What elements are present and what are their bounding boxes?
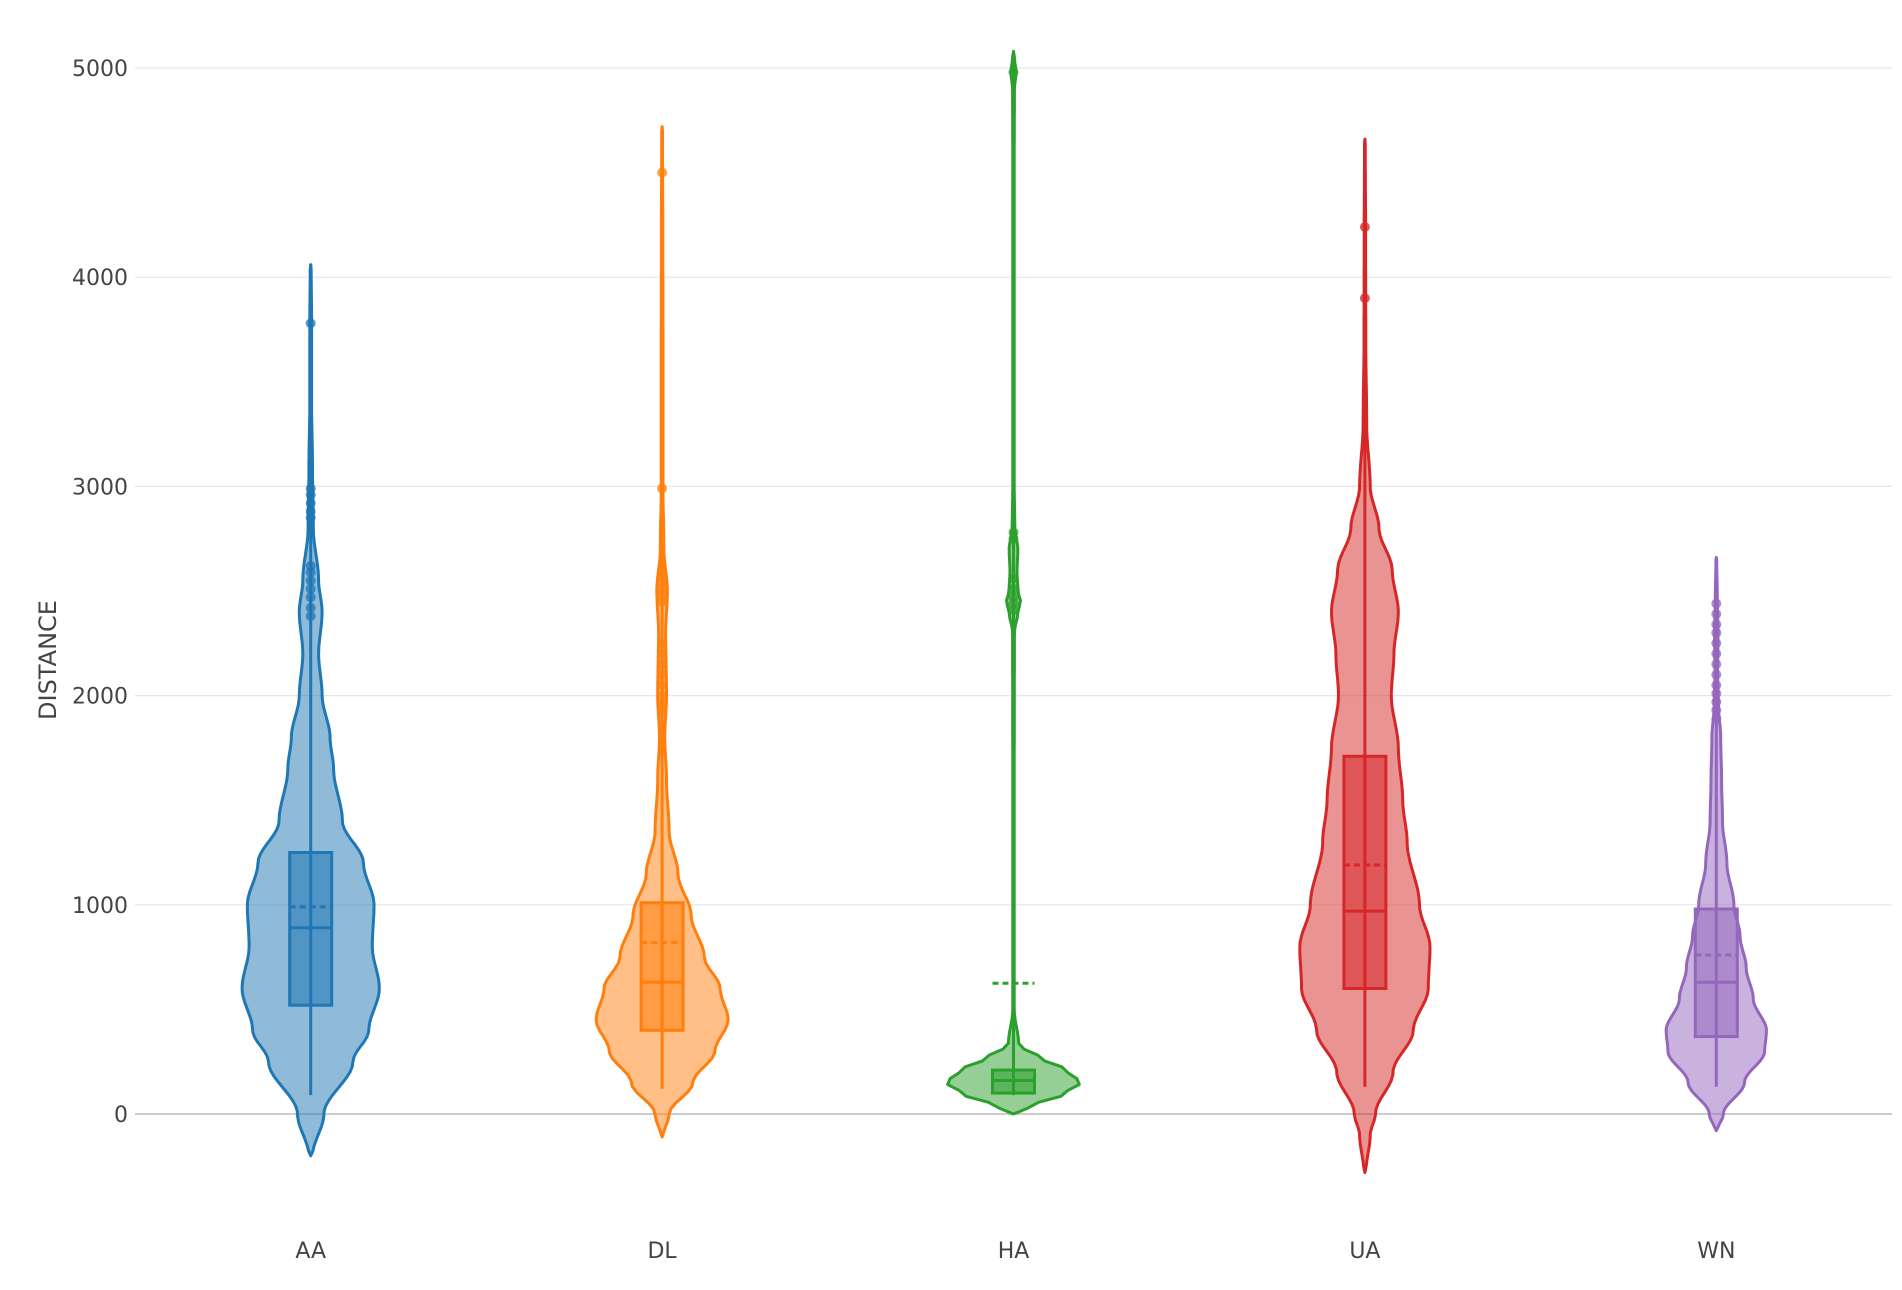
outlier-point: [305, 318, 316, 329]
outlier-point: [1008, 573, 1019, 584]
outlier-point: [305, 575, 316, 586]
outlier-point: [305, 498, 316, 509]
x-tick-label-aa: AA: [295, 1239, 326, 1264]
outlier-point: [1711, 638, 1722, 649]
y-tick-labels: 0 1000 2000 3000 4000 5000: [72, 57, 128, 1128]
violin-wn: [1664, 556, 1768, 1133]
outlier-point: [305, 560, 316, 571]
x-tick-label-ha: HA: [998, 1239, 1030, 1264]
x-tick-label-ua: UA: [1349, 1239, 1380, 1264]
outlier-point: [657, 483, 668, 494]
y-axis-title: DISTANCE: [34, 600, 62, 720]
outlier-point: [305, 592, 316, 603]
x-tick-label-wn: WN: [1697, 1239, 1735, 1264]
outlier-point: [1711, 705, 1722, 716]
box-dl: [639, 901, 685, 1032]
violin-ha: [946, 49, 1081, 1116]
outlier-point: [657, 698, 668, 709]
box-wn: [1693, 907, 1739, 1039]
violin-ua: [1298, 137, 1432, 1175]
outlier-point: [1711, 627, 1722, 638]
violins: [240, 49, 1768, 1175]
outlier-point: [657, 669, 668, 680]
outlier-point: [657, 690, 668, 701]
outlier-point: [657, 648, 668, 659]
outlier-point: [657, 680, 668, 691]
outlier-point: [305, 483, 316, 494]
outlier-point: [657, 707, 668, 718]
outlier-point: [1008, 67, 1019, 78]
outlier-point: [1711, 688, 1722, 699]
outlier-point: [305, 583, 316, 594]
y-tick-label: 2000: [72, 685, 128, 710]
outlier-point: [1711, 609, 1722, 620]
violin-dl: [594, 125, 730, 1139]
outlier-point: [1711, 648, 1722, 659]
outlier-point: [1008, 583, 1019, 594]
outlier-point: [1359, 293, 1370, 304]
y-tick-label: 0: [114, 1103, 128, 1128]
y-tick-label: 5000: [72, 57, 128, 82]
x-tick-labels: AA DL HA UA WN: [295, 1239, 1735, 1264]
y-tick-label: 4000: [72, 266, 128, 291]
outlier-point: [657, 638, 668, 649]
outlier-point: [1008, 527, 1019, 538]
outlier-point: [1711, 713, 1722, 724]
outlier-point: [1359, 221, 1370, 232]
outlier-point: [305, 506, 316, 517]
outlier-point: [1711, 659, 1722, 670]
outlier-point: [1711, 680, 1722, 691]
outlier-point: [657, 167, 668, 178]
outlier-point: [657, 659, 668, 670]
box-ua: [1342, 754, 1388, 990]
outlier-point: [305, 602, 316, 613]
outlier-point: [305, 611, 316, 622]
violin-aa: [240, 263, 381, 1158]
outlier-point: [1008, 592, 1019, 603]
outlier-point: [657, 565, 668, 576]
x-tick-label-dl: DL: [647, 1239, 677, 1264]
y-tick-label: 1000: [72, 894, 128, 919]
y-tick-label: 3000: [72, 475, 128, 500]
outlier-point: [1711, 696, 1722, 707]
outlier-point: [1711, 598, 1722, 609]
outlier-point: [1711, 669, 1722, 680]
outlier-point: [1711, 619, 1722, 630]
